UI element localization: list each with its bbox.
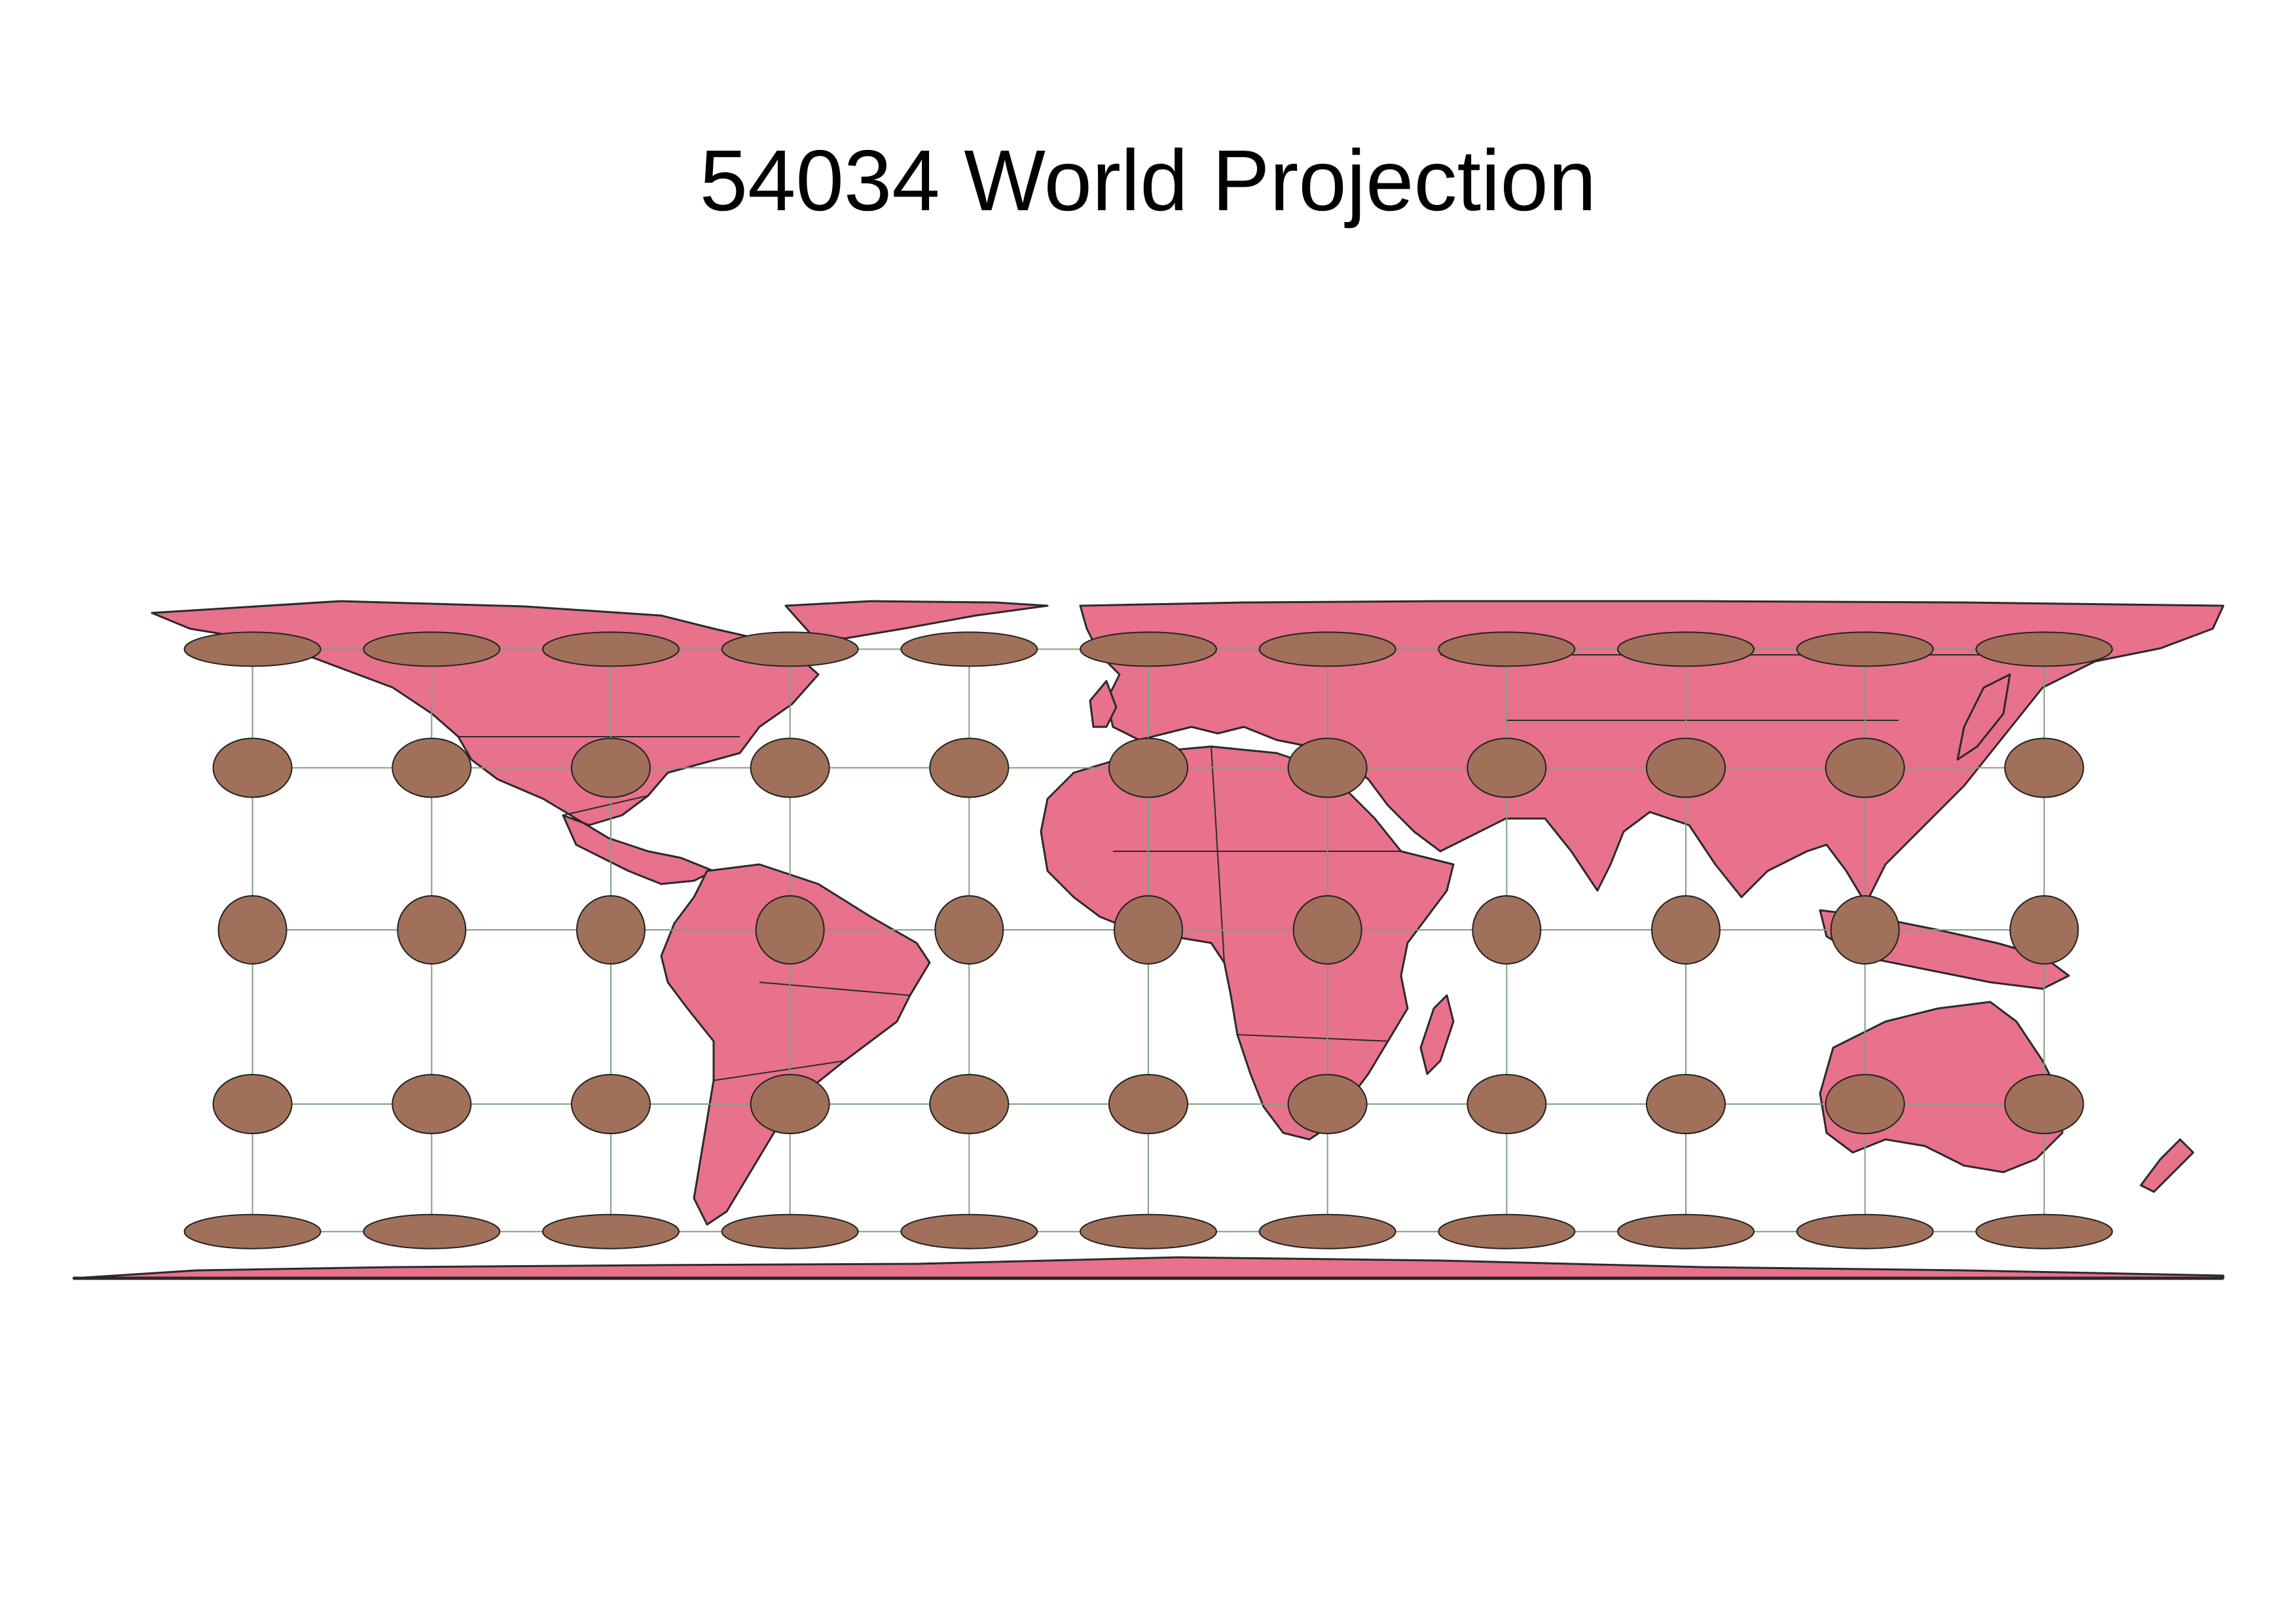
landmass-new-zealand — [2140, 1138, 2195, 1193]
tissot-ellipse — [1825, 737, 1905, 798]
country-border-line — [562, 795, 649, 816]
tissot-ellipse — [1825, 1073, 1905, 1135]
tissot-ellipse — [363, 1213, 501, 1249]
tissot-ellipse — [1258, 1213, 1396, 1249]
tissot-ellipse — [1292, 895, 1362, 965]
tissot-ellipse — [1080, 1213, 1217, 1249]
tissot-ellipse — [2009, 895, 2079, 965]
landmass-greenland — [784, 600, 1049, 640]
tissot-ellipse — [1617, 1213, 1755, 1249]
landmass-madagascar — [1419, 994, 1455, 1075]
tissot-ellipse — [1645, 1073, 1726, 1135]
map-title: 54034 World Projection — [699, 132, 1597, 229]
tissot-ellipse — [1617, 631, 1755, 667]
tissot-ellipse — [1108, 737, 1189, 798]
tissot-ellipse — [1287, 737, 1368, 798]
tissot-ellipse — [900, 1213, 1038, 1249]
tissot-ellipse — [397, 895, 467, 965]
tissot-ellipse — [929, 737, 1010, 798]
tissot-ellipse — [183, 631, 321, 667]
landmass-south-america — [660, 863, 931, 1226]
tissot-indicatrices — [183, 631, 2113, 1249]
tissot-ellipse — [570, 737, 651, 798]
tissot-ellipse — [1467, 1073, 1547, 1135]
tissot-ellipse — [1258, 631, 1396, 667]
tissot-ellipse — [750, 1073, 830, 1135]
country-borders — [458, 654, 2030, 1081]
tissot-ellipse — [570, 1073, 651, 1135]
tissot-ellipse — [1796, 1213, 1934, 1249]
tissot-ellipse — [1975, 631, 2113, 667]
tissot-ellipse — [1651, 895, 1721, 965]
country-border-line — [1237, 1034, 1389, 1042]
tissot-ellipse — [721, 1213, 859, 1249]
tissot-ellipse — [1080, 631, 1217, 667]
tissot-ellipse — [392, 737, 472, 798]
landmass-uk — [1089, 680, 1118, 728]
tissot-ellipse — [363, 631, 501, 667]
tissot-ellipse — [1114, 895, 1183, 965]
landmass-antarctica — [72, 1256, 2225, 1280]
tissot-ellipse — [929, 1073, 1010, 1135]
tissot-ellipse — [934, 895, 1004, 965]
tissot-ellipse — [1645, 737, 1726, 798]
tissot-ellipse — [721, 631, 859, 667]
tissot-ellipse — [1830, 895, 1900, 965]
tissot-ellipse — [1472, 895, 1542, 965]
tissot-ellipse — [392, 1073, 472, 1135]
tissot-ellipse — [542, 631, 680, 667]
tissot-ellipse — [1108, 1073, 1189, 1135]
country-border-line — [713, 1060, 845, 1081]
tissot-ellipse — [900, 631, 1038, 667]
tissot-ellipse — [1287, 1073, 1368, 1135]
tissot-ellipse — [212, 737, 293, 798]
landmass-japan — [1956, 673, 2011, 761]
country-border-line — [1211, 746, 1225, 963]
tissot-ellipse — [1438, 631, 1576, 667]
tissot-ellipse — [542, 1213, 680, 1249]
tissot-ellipse — [1467, 737, 1547, 798]
tissot-ellipse — [755, 895, 825, 965]
tissot-ellipse — [576, 895, 646, 965]
tissot-ellipse — [183, 1213, 321, 1249]
tissot-ellipse — [212, 1073, 293, 1135]
tissot-ellipse — [2004, 1073, 2085, 1135]
tissot-ellipse — [1796, 631, 1934, 667]
tissot-ellipse — [2004, 737, 2085, 798]
tissot-ellipse — [1438, 1213, 1576, 1249]
country-border-line — [759, 982, 911, 996]
tissot-ellipse — [1975, 1213, 2113, 1249]
tissot-ellipse — [750, 737, 830, 798]
tissot-ellipse — [217, 895, 287, 965]
